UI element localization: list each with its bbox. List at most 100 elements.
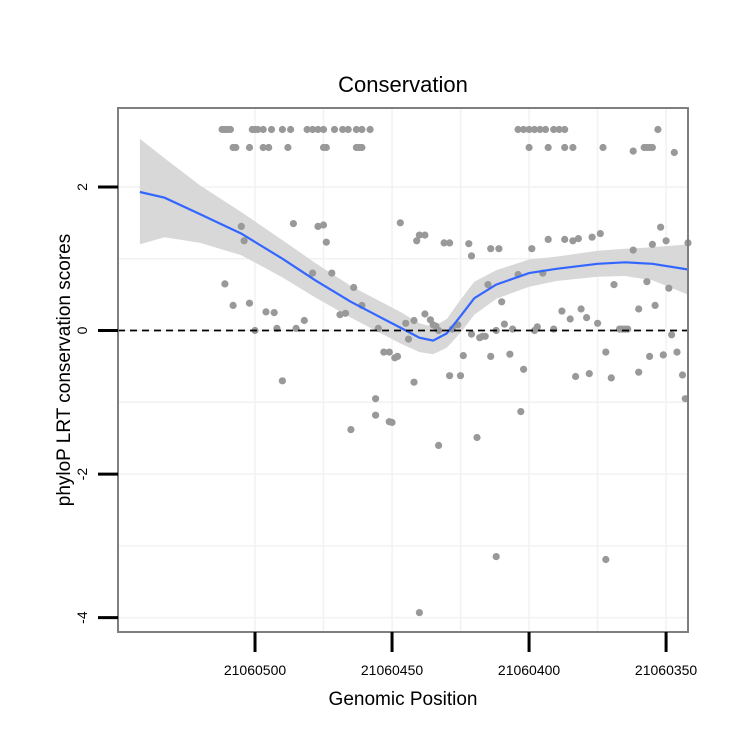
data-point (643, 278, 651, 286)
data-point (221, 280, 229, 288)
data-point (484, 281, 492, 289)
data-point (541, 125, 550, 134)
data-point (319, 221, 328, 229)
data-point (372, 395, 380, 403)
x-axis-title: Genomic Position (329, 689, 478, 710)
data-point (350, 283, 358, 292)
data-point (459, 352, 467, 360)
data-point (385, 348, 393, 356)
data-point (662, 237, 670, 245)
data-point (440, 239, 448, 247)
data-point (520, 125, 528, 134)
data-point (629, 147, 637, 155)
data-point (229, 301, 237, 309)
data-point (415, 609, 423, 617)
chart-title: Conservation (338, 72, 468, 97)
data-point (569, 143, 577, 152)
data-point (544, 235, 552, 243)
data-point (347, 426, 355, 434)
data-point (372, 411, 380, 419)
data-point (594, 319, 602, 327)
data-point (254, 125, 262, 134)
data-point (517, 408, 525, 416)
data-point (456, 372, 465, 380)
data-point (550, 125, 558, 134)
data-point (336, 311, 344, 319)
data-point (467, 252, 476, 260)
data-point (555, 125, 563, 134)
data-point (278, 125, 286, 134)
data-point (561, 125, 569, 134)
confidence-band (139, 138, 688, 355)
data-point (393, 352, 402, 360)
data-point (514, 125, 522, 134)
data-point (467, 330, 476, 338)
data-point (481, 332, 489, 340)
data-point (237, 222, 245, 230)
data-point (352, 125, 360, 134)
data-point (607, 374, 615, 382)
data-point (402, 319, 410, 327)
data-point (330, 125, 339, 134)
data-point (500, 320, 508, 328)
data-point (309, 125, 317, 134)
data-point (245, 143, 254, 152)
data-point (388, 418, 396, 426)
data-point (435, 326, 443, 335)
data-point (654, 125, 662, 134)
data-point (226, 125, 234, 134)
data-point (328, 269, 336, 277)
x-tick-label: 21060450 (361, 662, 424, 678)
data-point (657, 223, 665, 231)
data-point (358, 143, 366, 152)
data-point (659, 351, 667, 359)
x-tick-label: 21060500 (224, 662, 287, 678)
data-point (446, 239, 454, 247)
y-tick-label: 2 (74, 183, 90, 191)
data-point (492, 553, 500, 561)
data-point (610, 281, 618, 289)
data-point (245, 299, 254, 307)
data-point (525, 143, 533, 152)
data-point (572, 372, 580, 381)
data-point (569, 237, 577, 245)
data-point (322, 143, 330, 152)
data-point (561, 143, 569, 152)
data-point (259, 143, 267, 152)
data-point (415, 231, 423, 239)
data-point (240, 237, 248, 245)
data-point (421, 310, 429, 318)
data-point (561, 235, 569, 243)
data-point (322, 238, 330, 246)
data-point (673, 348, 681, 356)
data-point (583, 314, 591, 322)
data-point (410, 316, 418, 325)
data-point (508, 325, 517, 333)
y-axis-ticks: -4 -2 0 2 (74, 183, 118, 624)
data-point (629, 246, 637, 254)
data-point (599, 143, 607, 152)
data-point (648, 240, 657, 248)
data-point (533, 323, 541, 331)
data-point (520, 365, 528, 373)
data-point (339, 125, 347, 134)
data-point (435, 441, 443, 449)
data-point (602, 555, 610, 564)
x-tick-label: 21060350 (635, 662, 698, 678)
data-point (574, 235, 583, 243)
data-point (648, 143, 657, 152)
data-point (366, 125, 374, 134)
y-tick-label: -4 (74, 611, 90, 624)
data-point (265, 143, 273, 152)
data-point (396, 219, 404, 227)
data-point (506, 350, 514, 358)
loess-line-layer (139, 190, 689, 342)
data-point (421, 231, 429, 239)
data-point (309, 269, 317, 277)
y-axis-title: phyloP LRT conservation scores (54, 234, 75, 507)
grid-lines (118, 108, 688, 632)
data-point (473, 433, 481, 442)
data-point (413, 237, 421, 245)
data-point (314, 125, 322, 134)
